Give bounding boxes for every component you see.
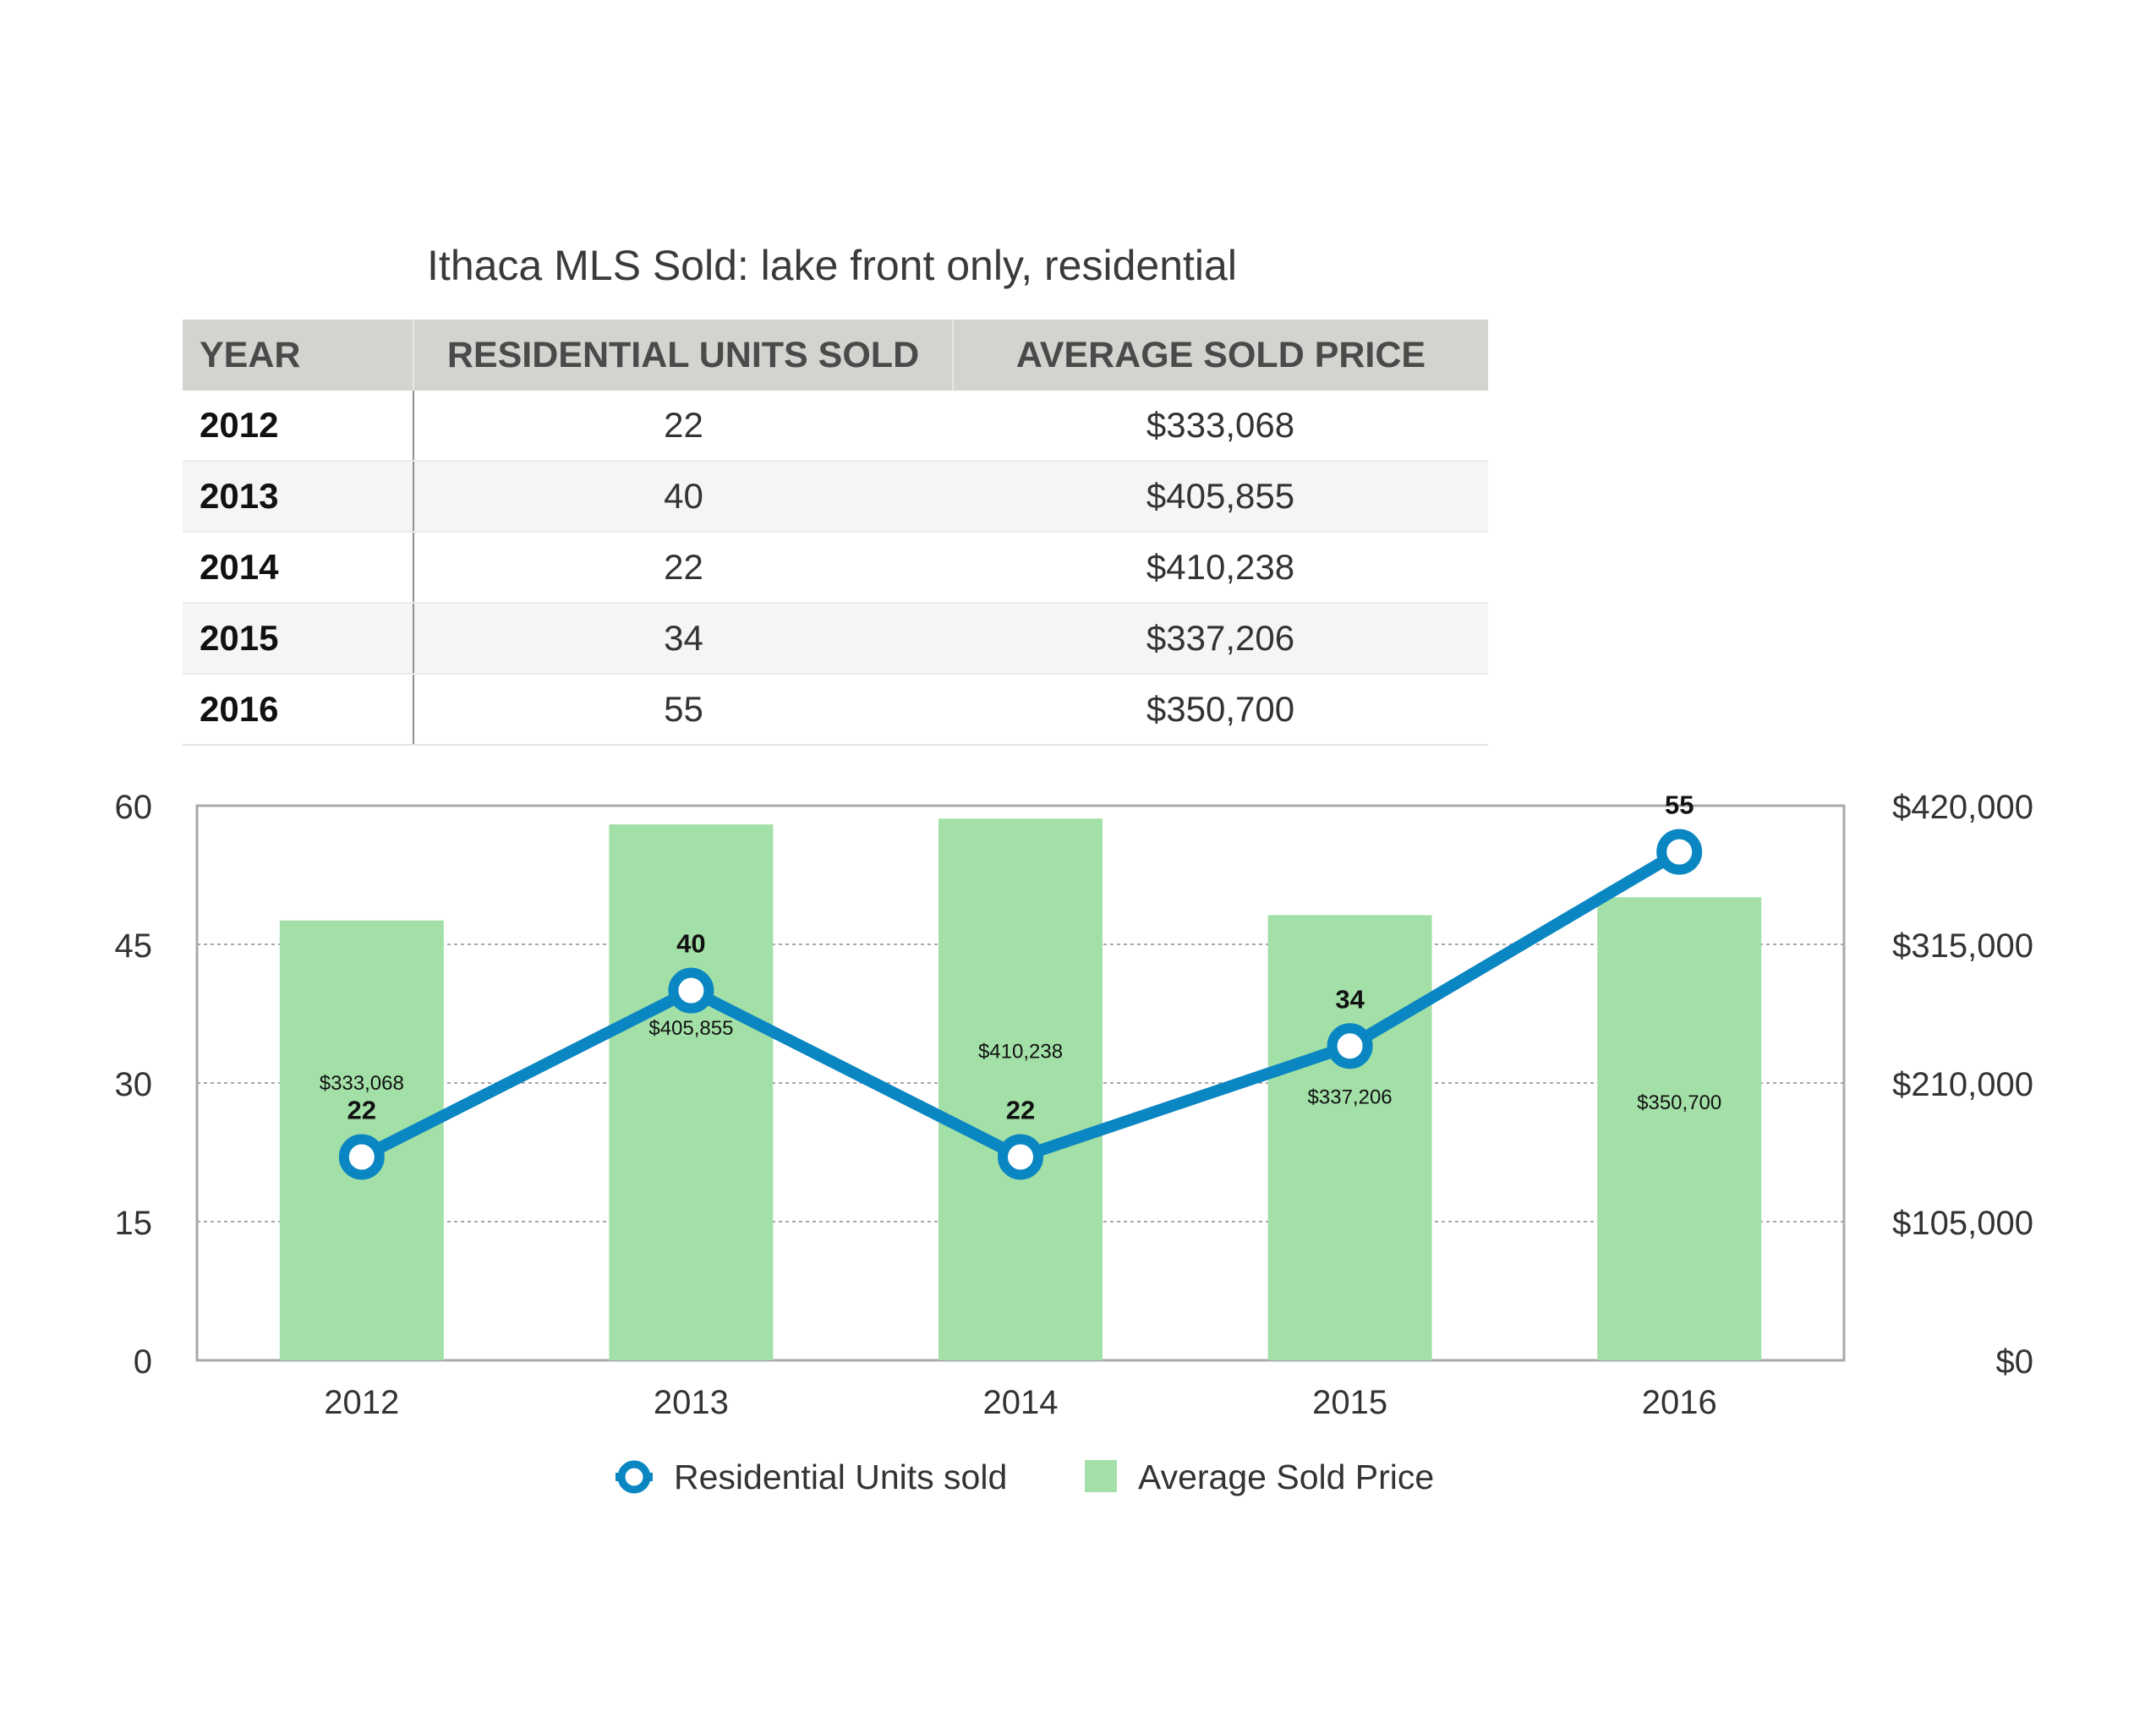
column-header-units: RESIDENTIAL UNITS SOLD xyxy=(413,320,953,391)
legend-label-units: Residential Units sold xyxy=(674,1458,1007,1496)
x-tick-label: 2012 xyxy=(324,1384,399,1421)
y-left-tick-label: 0 xyxy=(134,1343,152,1381)
cell-price: $405,855 xyxy=(953,461,1488,533)
bar-average-sold-price xyxy=(938,818,1103,1360)
y-right-tick-label: $315,000 xyxy=(1892,927,2033,965)
line-value-label: 40 xyxy=(676,929,705,959)
cell-year: 2013 xyxy=(183,461,414,533)
line-value-label: 22 xyxy=(347,1095,376,1124)
line-point-marker xyxy=(1656,829,1703,875)
table-row: 2015 34 $337,206 xyxy=(183,603,1488,675)
table-row: 2013 40 $405,855 xyxy=(183,461,1488,533)
bar-value-label: $350,700 xyxy=(1637,1091,1721,1114)
table-row: 2016 55 $350,700 xyxy=(183,674,1488,746)
cell-price: $337,206 xyxy=(953,603,1488,675)
y-left-tick-label: 30 xyxy=(115,1066,153,1103)
table-header-row: YEAR RESIDENTIAL UNITS SOLD AVERAGE SOLD… xyxy=(183,320,1488,391)
cell-price: $333,068 xyxy=(953,391,1488,462)
y-left-tick-label: 45 xyxy=(115,927,153,965)
bar-value-label: $337,206 xyxy=(1308,1086,1393,1109)
line-value-label: 22 xyxy=(1006,1095,1035,1124)
bar-value-label: $410,238 xyxy=(978,1041,1063,1064)
y-left-tick-label: 60 xyxy=(115,789,153,826)
legend-marker-icon xyxy=(617,1460,651,1494)
legend-label-price: Average Sold Price xyxy=(1138,1458,1434,1496)
y-right-tick-label: $210,000 xyxy=(1892,1066,2033,1103)
cell-price: $350,700 xyxy=(953,674,1488,746)
data-table: YEAR RESIDENTIAL UNITS SOLD AVERAGE SOLD… xyxy=(183,320,1488,746)
y-left-tick-label: 15 xyxy=(115,1205,153,1242)
y-right-tick-label: $105,000 xyxy=(1892,1205,2033,1242)
table-row: 2014 22 $410,238 xyxy=(183,532,1488,604)
cell-units: 22 xyxy=(413,391,953,462)
bar-value-label: $405,855 xyxy=(648,1017,733,1040)
bar-value-label: $333,068 xyxy=(320,1072,404,1095)
cell-price: $410,238 xyxy=(953,532,1488,604)
cell-units: 40 xyxy=(413,461,953,533)
cell-year: 2016 xyxy=(183,674,414,746)
cell-year: 2015 xyxy=(183,603,414,675)
x-tick-label: 2015 xyxy=(1312,1384,1387,1421)
line-value-label: 34 xyxy=(1335,984,1365,1014)
x-tick-label: 2016 xyxy=(1642,1384,1717,1421)
column-header-year: YEAR xyxy=(183,320,413,391)
line-point-marker xyxy=(998,1134,1043,1180)
legend-bar-swatch xyxy=(1085,1460,1117,1492)
cell-year: 2014 xyxy=(183,532,414,604)
cell-units: 55 xyxy=(413,674,953,746)
page-title: Ithaca MLS Sold: lake front only, reside… xyxy=(427,242,1237,289)
line-point-marker xyxy=(668,967,714,1014)
cell-units: 22 xyxy=(413,532,953,604)
line-point-marker xyxy=(1327,1023,1373,1069)
table-row: 2012 22 $333,068 xyxy=(183,391,1488,462)
bar-average-sold-price xyxy=(609,824,774,1360)
y-right-tick-label: $0 xyxy=(1996,1343,2034,1381)
cell-year: 2012 xyxy=(183,391,414,462)
bar-average-sold-price xyxy=(1267,915,1432,1360)
cell-units: 34 xyxy=(413,603,953,675)
x-tick-label: 2013 xyxy=(654,1384,729,1421)
x-tick-label: 2014 xyxy=(983,1384,1059,1421)
y-right-tick-label: $420,000 xyxy=(1892,789,2033,826)
line-value-label: 55 xyxy=(1665,790,1694,820)
bar-average-sold-price xyxy=(1597,897,1762,1360)
column-header-price: AVERAGE SOLD PRICE xyxy=(952,320,1488,391)
line-point-marker xyxy=(338,1134,385,1180)
